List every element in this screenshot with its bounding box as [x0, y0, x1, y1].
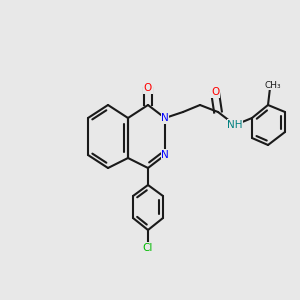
Text: N: N	[161, 113, 169, 123]
Text: O: O	[144, 83, 152, 93]
Text: Cl: Cl	[143, 243, 153, 253]
Text: N: N	[161, 150, 169, 160]
Text: NH: NH	[227, 120, 243, 130]
Text: O: O	[211, 87, 219, 97]
Text: CH₃: CH₃	[265, 80, 281, 89]
